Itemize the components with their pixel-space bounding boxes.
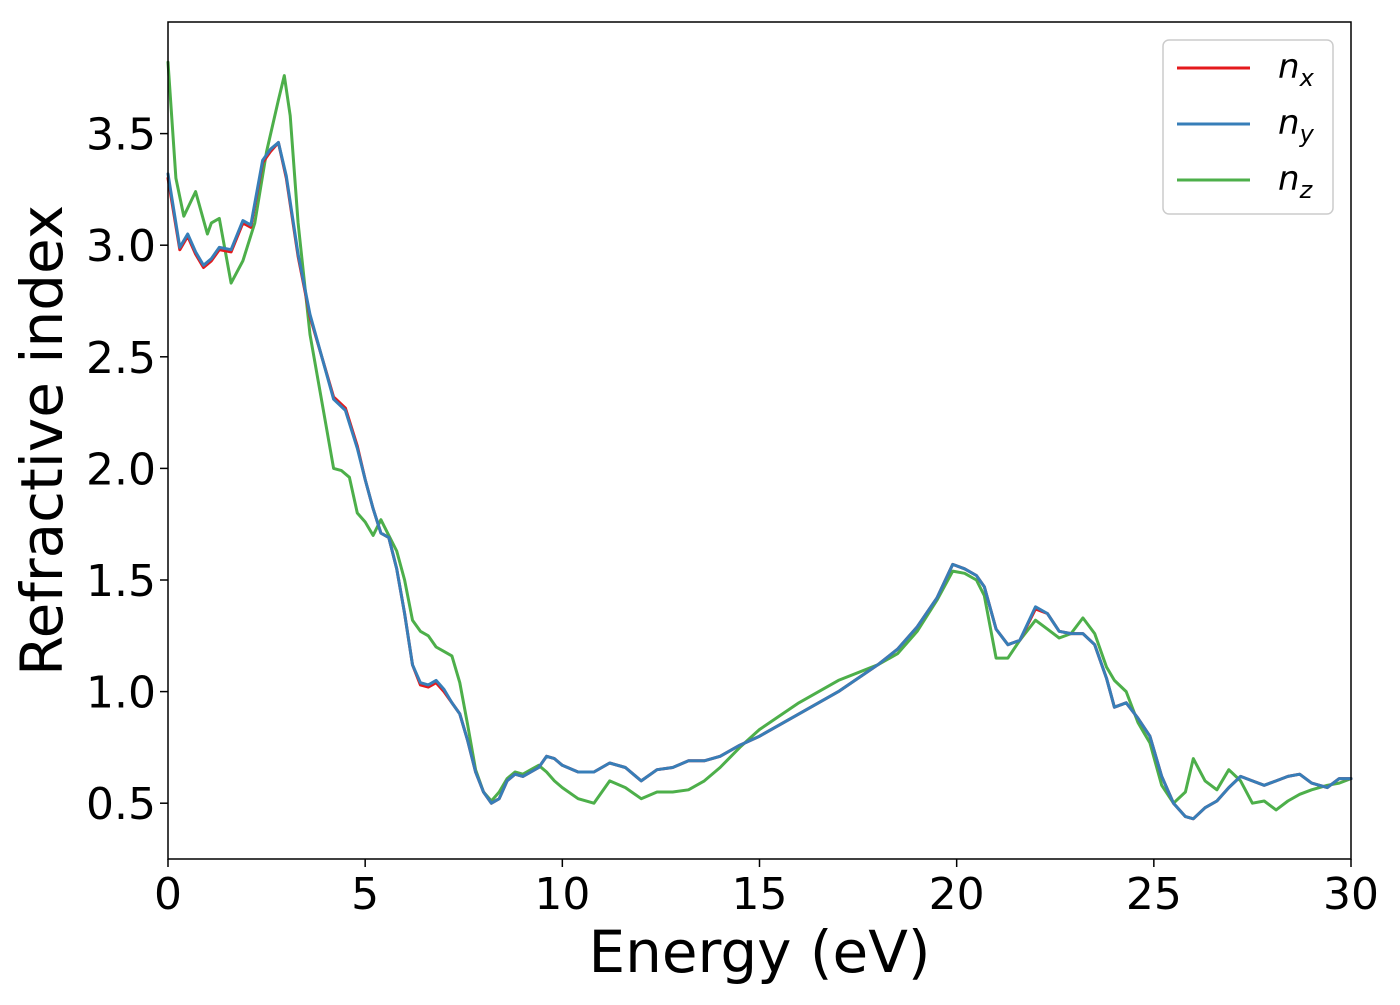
y-axis-title: Refractive index [8, 205, 76, 676]
x-tick-label: 25 [1126, 869, 1182, 920]
x-tick-label: 20 [929, 869, 985, 920]
legend-label-x: nx [1278, 47, 1315, 92]
y-axis-ticks: 0.5 1.0 1.5 2.0 2.5 3.0 3.5 [86, 110, 168, 830]
legend-frame [1162, 39, 1334, 215]
y-tick-label: 1.0 [86, 668, 156, 719]
x-tick-label: 0 [154, 869, 182, 920]
y-tick-label: 3.0 [86, 221, 156, 272]
legend-label-subscript: x [1299, 64, 1315, 92]
x-tick-label: 15 [732, 869, 788, 920]
legend-label-main: n [1278, 103, 1300, 143]
legend-label-main: n [1278, 159, 1300, 199]
x-axis-ticks: 0 5 10 15 20 25 30 [154, 859, 1379, 920]
series-line-z [166, 60, 1353, 812]
series-line-y [166, 141, 1353, 821]
y-tick-label: 2.0 [86, 444, 156, 495]
legend-label-subscript: y [1299, 120, 1315, 148]
legend-label-z: nz [1278, 159, 1314, 204]
y-tick-label: 2.5 [86, 333, 156, 384]
legend-label-y: ny [1278, 103, 1315, 148]
x-tick-label: 30 [1323, 869, 1379, 920]
y-tick-label: 3.5 [86, 110, 156, 161]
legend-label-main: n [1278, 47, 1300, 87]
y-tick-label: 0.5 [86, 779, 156, 830]
y-tick-label: 1.5 [86, 556, 156, 607]
x-axis-title: Energy (eV) [588, 918, 930, 986]
legend-label-subscript: z [1299, 176, 1314, 204]
series-layer [166, 60, 1353, 821]
x-tick-label: 10 [534, 869, 590, 920]
x-tick-label: 5 [351, 869, 379, 920]
